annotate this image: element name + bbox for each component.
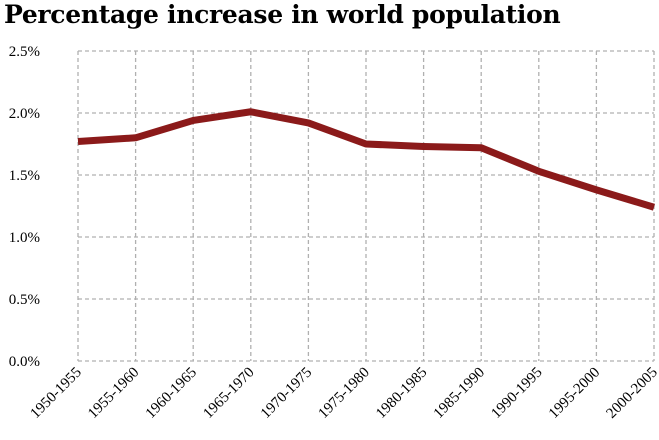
chart-title: Percentage increase in world population	[4, 0, 561, 29]
y-tick-label: 0.0%	[9, 354, 40, 370]
x-tick-label: 1965-1970	[200, 365, 257, 422]
grid-lines	[77, 50, 655, 362]
x-tick-label: 1950-1955	[28, 365, 85, 422]
y-tick-label: 2.0%	[9, 106, 40, 122]
x-tick-label: 1960-1965	[143, 365, 200, 422]
y-tick-label: 1.0%	[9, 230, 40, 246]
x-tick-label: 1985-1990	[431, 365, 488, 422]
x-axis-ticks: 1950-1955 1955-1960 1960-1965 1965-1970 1970…	[28, 365, 659, 422]
series-layer	[77, 108, 656, 211]
x-tick-label: 1980-1985	[373, 365, 430, 422]
y-tick-label: 0.5%	[9, 292, 40, 308]
x-tick-label: 1955-1960	[85, 365, 142, 422]
y-tick-label: 2.5%	[9, 44, 40, 60]
y-tick-label: 1.5%	[9, 168, 40, 184]
y-axis-ticks: 0.0% 0.5% 1.0% 1.5% 2.0% 2.5%	[9, 44, 40, 370]
x-tick-label: 2000-2005	[604, 365, 659, 422]
x-tick-label: 1995-2000	[546, 365, 603, 422]
x-tick-label: 1970-1975	[258, 365, 315, 422]
x-tick-label: 1990-1995	[488, 365, 545, 422]
x-tick-label: 1975-1980	[316, 365, 373, 422]
